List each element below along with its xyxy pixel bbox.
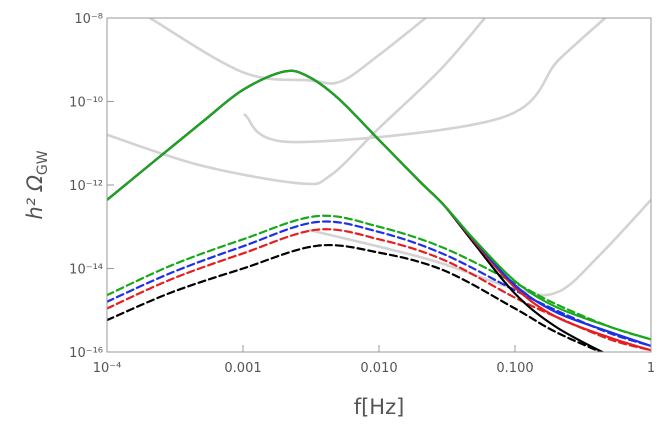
y-tick-label: 10⁻¹⁴ xyxy=(69,263,103,278)
sensitivity-curve xyxy=(243,18,607,144)
y-tick-label: 10⁻¹⁰ xyxy=(69,96,103,111)
y-tick-label: 10⁻¹² xyxy=(69,179,103,194)
solid-curve xyxy=(107,69,651,352)
plot-area xyxy=(107,18,651,352)
x-tick-label: 0.100 xyxy=(496,361,533,376)
x-tick-label: 10⁻⁴ xyxy=(93,361,122,376)
y-axis-label-sub: GW xyxy=(35,150,51,175)
sensitivity-curve xyxy=(148,18,427,85)
solid-curve xyxy=(107,69,651,347)
dashed-curve xyxy=(107,244,604,352)
x-tick-label: 1 xyxy=(647,361,655,376)
x-axis-label: f[Hz] xyxy=(354,395,405,419)
frame xyxy=(106,17,652,353)
y-axis-label-main: h² Ω xyxy=(23,175,47,219)
y-axis-label: h² ΩGW xyxy=(23,150,51,219)
dashed-curve xyxy=(107,214,651,341)
dashed-curve xyxy=(107,228,651,352)
x-tick-label: 0.001 xyxy=(224,361,261,376)
dashed-curve xyxy=(107,220,651,347)
x-tick-label: 0.010 xyxy=(360,361,397,376)
sensitivity-curve xyxy=(107,18,487,186)
solid-curve xyxy=(107,69,605,352)
solid-curve xyxy=(107,69,651,341)
y-tick-label: 10⁻⁸ xyxy=(74,12,103,27)
y-tick-label: 10⁻¹⁶ xyxy=(69,346,103,361)
